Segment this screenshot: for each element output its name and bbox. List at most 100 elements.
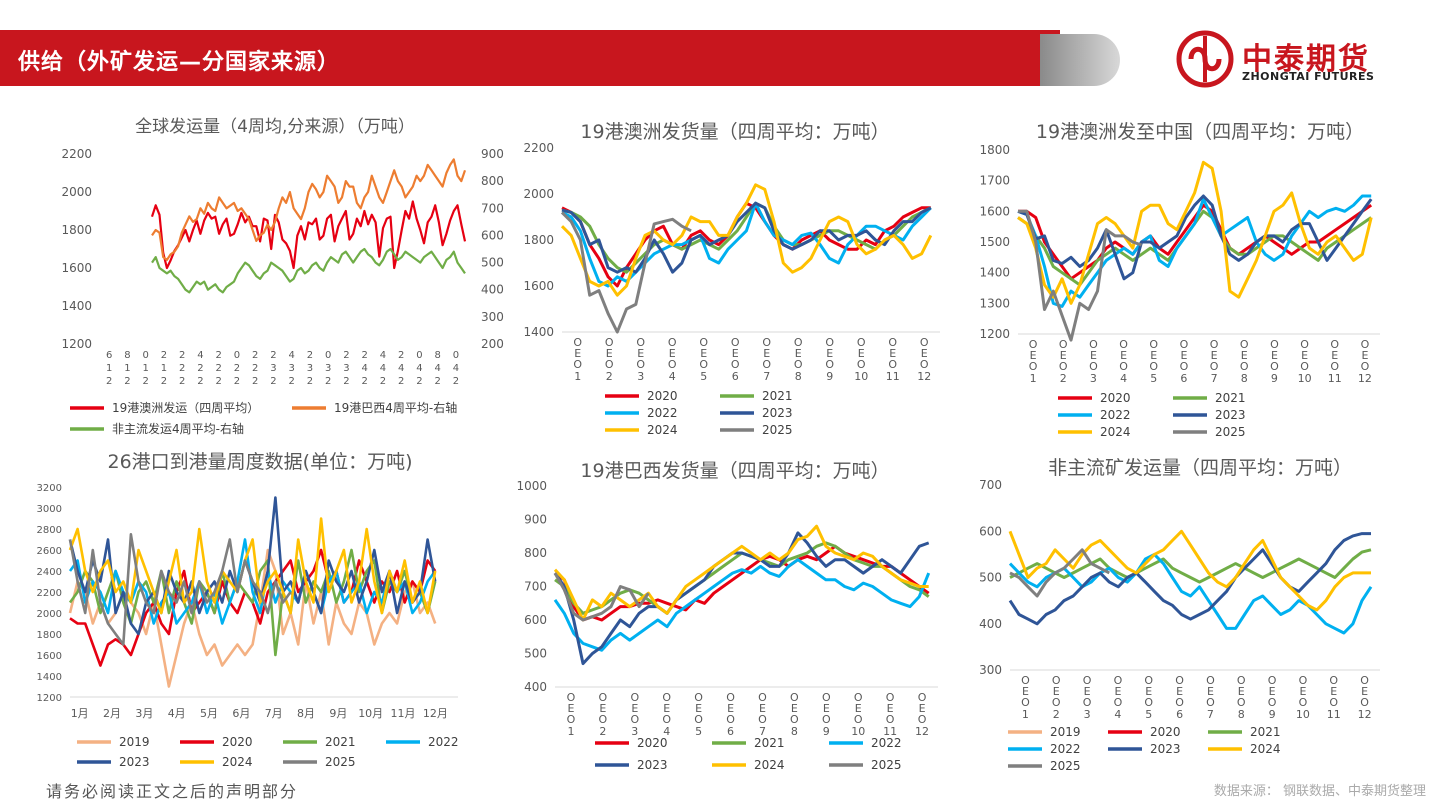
chart-title: 全球发运量（4周均,分来源）（万吨） xyxy=(135,117,415,137)
legend-label: 2025 xyxy=(762,423,793,437)
x-tick-label: 0 xyxy=(142,350,148,361)
x-tick-glyph: E xyxy=(574,347,581,360)
x-tick-label: 5 xyxy=(695,725,702,738)
x-tick-glyph: O xyxy=(920,358,929,371)
x-tick-glyph: E xyxy=(1361,685,1368,698)
x-tick-glyph: O xyxy=(573,358,582,371)
x-tick-label: 9 xyxy=(823,725,830,738)
x-tick-label: 0 xyxy=(234,350,240,361)
x-tick-label: 8 xyxy=(124,350,130,361)
y-tick-label: 600 xyxy=(979,524,1002,538)
legend-label: 2021 xyxy=(1215,391,1246,405)
legend-label: 2023 xyxy=(1150,742,1181,756)
y-tick-label: 1600 xyxy=(37,651,62,662)
y-tick-label: 1700 xyxy=(979,174,1010,188)
legend-label: 2024 xyxy=(754,758,785,772)
chart-svg: 19港巴西发货量（四周平均：万吨） 400 500 600 700 800 900 1000 O… xyxy=(516,460,938,772)
legend-label: 2023 xyxy=(119,755,150,769)
y2-tick-label: 200 xyxy=(481,337,504,351)
x-tick-label: 4 xyxy=(453,363,459,374)
x-tick-glyph: O xyxy=(1299,696,1308,709)
x-tick-label: 4 xyxy=(380,363,386,374)
x-tick-glyph: O xyxy=(1114,674,1123,687)
x-tick-glyph: E xyxy=(1150,349,1157,362)
chart-legend: 2019 2020 2021 2022 2023 2024 2025 xyxy=(77,735,459,769)
x-tick-label: 6 xyxy=(106,350,112,361)
x-tick-glyph: O xyxy=(599,691,608,704)
x-tick-glyph: O xyxy=(1360,674,1369,687)
x-tick-label: 3 xyxy=(325,363,331,374)
legend-label: 2022 xyxy=(428,735,459,749)
x-tick-label: 2 xyxy=(106,376,112,387)
y-tick-label: 1400 xyxy=(523,325,554,339)
y-tick-label: 500 xyxy=(524,647,547,661)
x-tick-glyph: E xyxy=(1269,685,1276,698)
x-tick-label: 6 xyxy=(1180,372,1187,385)
x-tick-glyph: O xyxy=(605,336,614,349)
x-tick-label: 12月 xyxy=(423,707,448,720)
x-tick-glyph: O xyxy=(726,691,735,704)
x-tick-glyph: E xyxy=(1361,349,1368,362)
y2-tick-label: 400 xyxy=(481,283,504,297)
legend-label: 2025 xyxy=(1215,425,1246,439)
chart-legend: 2020 2021 2022 2023 2024 2025 xyxy=(605,389,793,437)
x-tick-glyph: O xyxy=(825,358,834,371)
x-tick-glyph: O xyxy=(636,336,645,349)
x-tick-glyph: O xyxy=(1206,674,1215,687)
y-tick-label: 1000 xyxy=(516,479,547,493)
x-tick-glyph: O xyxy=(1021,674,1030,687)
y-tick-label: 1600 xyxy=(979,204,1010,218)
x-tick-label: 2 xyxy=(161,376,167,387)
x-tick-glyph: E xyxy=(1114,685,1121,698)
x-tick-glyph: O xyxy=(731,358,740,371)
x-tick-label: 10 xyxy=(851,725,865,738)
x-tick-glyph: O xyxy=(1149,360,1158,373)
x-tick-label: 6 xyxy=(1176,708,1183,721)
x-tick-glyph: E xyxy=(858,347,865,360)
series-line-19 xyxy=(150,200,467,270)
x-tick-glyph: O xyxy=(1175,696,1184,709)
y-tick-label: 1600 xyxy=(523,279,554,293)
header-bar xyxy=(0,30,1060,86)
x-tick-label: 2 xyxy=(270,350,276,361)
x-tick-label: 4 xyxy=(398,363,404,374)
x-tick-glyph: O xyxy=(1240,338,1249,351)
series-line-2024 xyxy=(68,517,437,615)
x-tick-label: 2 xyxy=(307,376,313,387)
x-tick-glyph: O xyxy=(1330,360,1339,373)
x-tick-label: 4 xyxy=(1120,372,1127,385)
x-tick-glyph: O xyxy=(662,691,671,704)
x-tick-label: 2 xyxy=(307,350,313,361)
x-tick-label: 6月 xyxy=(232,707,250,720)
x-tick-label: 7月 xyxy=(265,707,283,720)
x-tick-glyph: O xyxy=(1237,674,1246,687)
legend-label: 2025 xyxy=(1050,759,1081,773)
series-line-194 xyxy=(151,158,467,261)
y-tick-label: 400 xyxy=(979,617,1002,631)
x-tick-label: 2 xyxy=(416,376,422,387)
x-tick-glyph: E xyxy=(791,702,798,715)
x-tick-glyph: O xyxy=(1059,338,1068,351)
chart-non-mainstream: 非主流矿发运量（四周平均：万吨） 300 400 500 600 700 O E O 1 O E O 2 O… xyxy=(970,452,1430,780)
y-tick-label: 2600 xyxy=(37,546,62,557)
legend-label: 2020 xyxy=(222,735,253,749)
legend-label: 2020 xyxy=(1100,391,1131,405)
x-tick-glyph: E xyxy=(919,702,926,715)
series-line-2022 xyxy=(561,201,932,288)
x-tick-glyph: E xyxy=(1120,349,1127,362)
x-tick-label: 1 xyxy=(567,725,574,738)
